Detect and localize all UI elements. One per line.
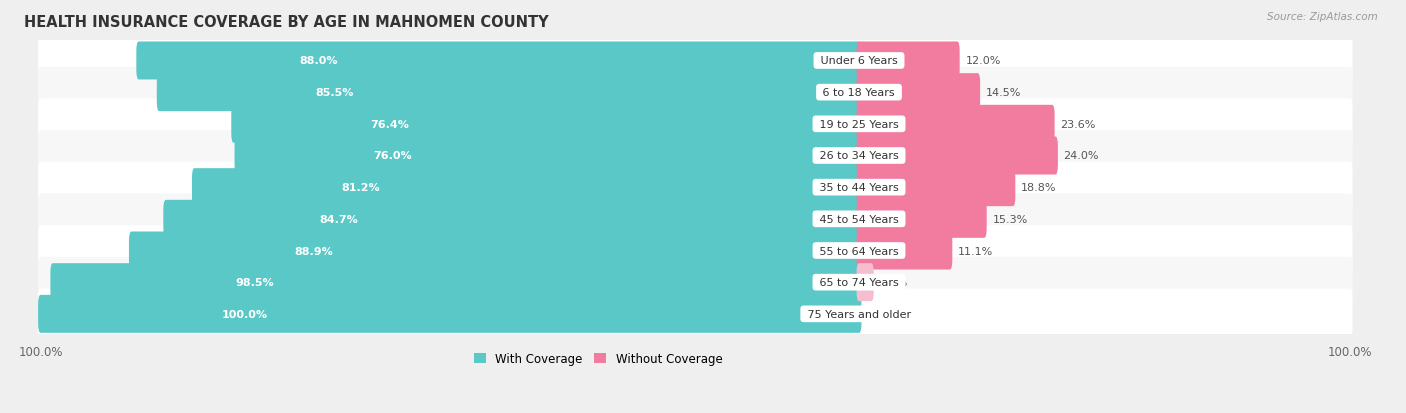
Text: 11.1%: 11.1% — [957, 246, 993, 256]
FancyBboxPatch shape — [51, 263, 862, 301]
Text: 76.0%: 76.0% — [373, 151, 412, 161]
Text: 88.9%: 88.9% — [294, 246, 333, 256]
Text: 75 Years and older: 75 Years and older — [804, 309, 914, 319]
Text: 6 to 18 Years: 6 to 18 Years — [820, 88, 898, 98]
FancyBboxPatch shape — [856, 137, 1057, 175]
Text: 88.0%: 88.0% — [299, 56, 337, 66]
Text: 1.5%: 1.5% — [880, 278, 908, 287]
FancyBboxPatch shape — [856, 200, 987, 238]
Text: 45 to 54 Years: 45 to 54 Years — [815, 214, 903, 224]
FancyBboxPatch shape — [157, 74, 862, 112]
Text: 65 to 74 Years: 65 to 74 Years — [815, 278, 903, 287]
Text: 76.4%: 76.4% — [371, 119, 409, 130]
Text: 98.5%: 98.5% — [235, 278, 274, 287]
FancyBboxPatch shape — [38, 194, 1353, 244]
Text: 18.8%: 18.8% — [1021, 183, 1056, 193]
FancyBboxPatch shape — [38, 295, 862, 333]
FancyBboxPatch shape — [856, 43, 960, 80]
FancyBboxPatch shape — [235, 137, 862, 175]
Text: 100.0%: 100.0% — [222, 309, 269, 319]
Text: 84.7%: 84.7% — [319, 214, 359, 224]
FancyBboxPatch shape — [163, 200, 862, 238]
FancyBboxPatch shape — [231, 106, 862, 143]
Text: Under 6 Years: Under 6 Years — [817, 56, 901, 66]
FancyBboxPatch shape — [193, 169, 862, 206]
FancyBboxPatch shape — [38, 99, 1353, 150]
Text: 0.0%: 0.0% — [868, 309, 896, 319]
FancyBboxPatch shape — [38, 131, 1353, 181]
FancyBboxPatch shape — [38, 68, 1353, 118]
Text: Source: ZipAtlas.com: Source: ZipAtlas.com — [1267, 12, 1378, 22]
FancyBboxPatch shape — [129, 232, 862, 270]
Text: 14.5%: 14.5% — [986, 88, 1021, 98]
Text: 85.5%: 85.5% — [315, 88, 353, 98]
FancyBboxPatch shape — [856, 263, 873, 301]
FancyBboxPatch shape — [38, 225, 1353, 276]
Text: 35 to 44 Years: 35 to 44 Years — [815, 183, 903, 193]
FancyBboxPatch shape — [136, 43, 862, 80]
Text: 81.2%: 81.2% — [342, 183, 380, 193]
FancyBboxPatch shape — [38, 257, 1353, 308]
FancyBboxPatch shape — [856, 169, 1015, 206]
FancyBboxPatch shape — [856, 106, 1054, 143]
Text: 19 to 25 Years: 19 to 25 Years — [815, 119, 903, 130]
Text: 24.0%: 24.0% — [1063, 151, 1099, 161]
FancyBboxPatch shape — [38, 36, 1353, 87]
Text: 12.0%: 12.0% — [966, 56, 1001, 66]
Text: HEALTH INSURANCE COVERAGE BY AGE IN MAHNOMEN COUNTY: HEALTH INSURANCE COVERAGE BY AGE IN MAHN… — [24, 15, 548, 30]
Legend: With Coverage, Without Coverage: With Coverage, Without Coverage — [470, 347, 727, 370]
FancyBboxPatch shape — [856, 232, 952, 270]
FancyBboxPatch shape — [38, 162, 1353, 213]
Text: 23.6%: 23.6% — [1060, 119, 1095, 130]
FancyBboxPatch shape — [856, 74, 980, 112]
Text: 55 to 64 Years: 55 to 64 Years — [815, 246, 903, 256]
Text: 26 to 34 Years: 26 to 34 Years — [815, 151, 903, 161]
FancyBboxPatch shape — [38, 289, 1353, 339]
Text: 15.3%: 15.3% — [993, 214, 1028, 224]
